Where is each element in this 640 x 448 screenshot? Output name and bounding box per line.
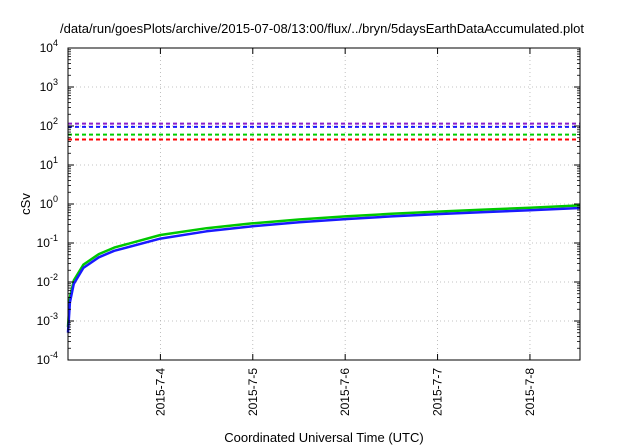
y-tick-exponent: 3 (53, 77, 58, 87)
x-axis-label: Coordinated Universal Time (UTC) (224, 430, 423, 445)
x-tick-label: 2015-7-4 (153, 368, 167, 416)
y-tick-base: 10 (40, 80, 54, 94)
y-tick-exponent: -4 (50, 350, 58, 360)
y-tick-base: 10 (40, 119, 54, 133)
y-tick-label: 103 (40, 77, 58, 94)
y-tick-base: 10 (40, 41, 54, 55)
x-tick-label: 2015-7-7 (431, 368, 445, 416)
y-tick-base: 10 (40, 158, 54, 172)
y-tick-exponent: 1 (53, 155, 58, 165)
y-tick-label: 104 (40, 38, 58, 55)
y-tick-exponent: 2 (53, 116, 58, 126)
series-line (66, 206, 581, 333)
x-axis: 2015-7-4 2015-7-5 2015-7-6 2015-7-7 2015-7-8 (153, 48, 537, 416)
x-tick-label: 2015-7-6 (338, 368, 352, 416)
x-tick-label: 2015-7-8 (523, 368, 537, 416)
y-tick-exponent: -1 (50, 233, 58, 243)
y-tick-exponent: -3 (50, 311, 58, 321)
y-tick-label: 100 (40, 194, 58, 211)
y-axis-label: cSv (18, 193, 33, 215)
y-tick-base: 10 (37, 275, 51, 289)
y-tick-base: 10 (37, 314, 51, 328)
chart-title: /data/run/goesPlots/archive/2015-07-08/1… (60, 21, 584, 36)
y-tick-base: 10 (37, 353, 51, 367)
y-tick-label: 10-2 (37, 272, 58, 289)
y-tick-base: 10 (37, 236, 51, 250)
y-tick-exponent: 4 (53, 38, 58, 48)
y-tick-exponent: -2 (50, 272, 58, 282)
y-tick-label: 102 (40, 116, 58, 133)
x-tick-label: 2015-7-5 (246, 368, 260, 416)
grid (68, 48, 580, 360)
series-line (66, 204, 581, 328)
y-tick-label: 10-3 (37, 311, 58, 328)
y-tick-exponent: 0 (53, 194, 58, 204)
y-tick-label: 10-4 (37, 350, 58, 367)
y-tick-label: 101 (40, 155, 58, 172)
threshold-lines (68, 122, 580, 141)
y-tick-base: 10 (40, 197, 54, 211)
y-tick-label: 10-1 (37, 233, 58, 250)
series-lines (66, 204, 581, 333)
